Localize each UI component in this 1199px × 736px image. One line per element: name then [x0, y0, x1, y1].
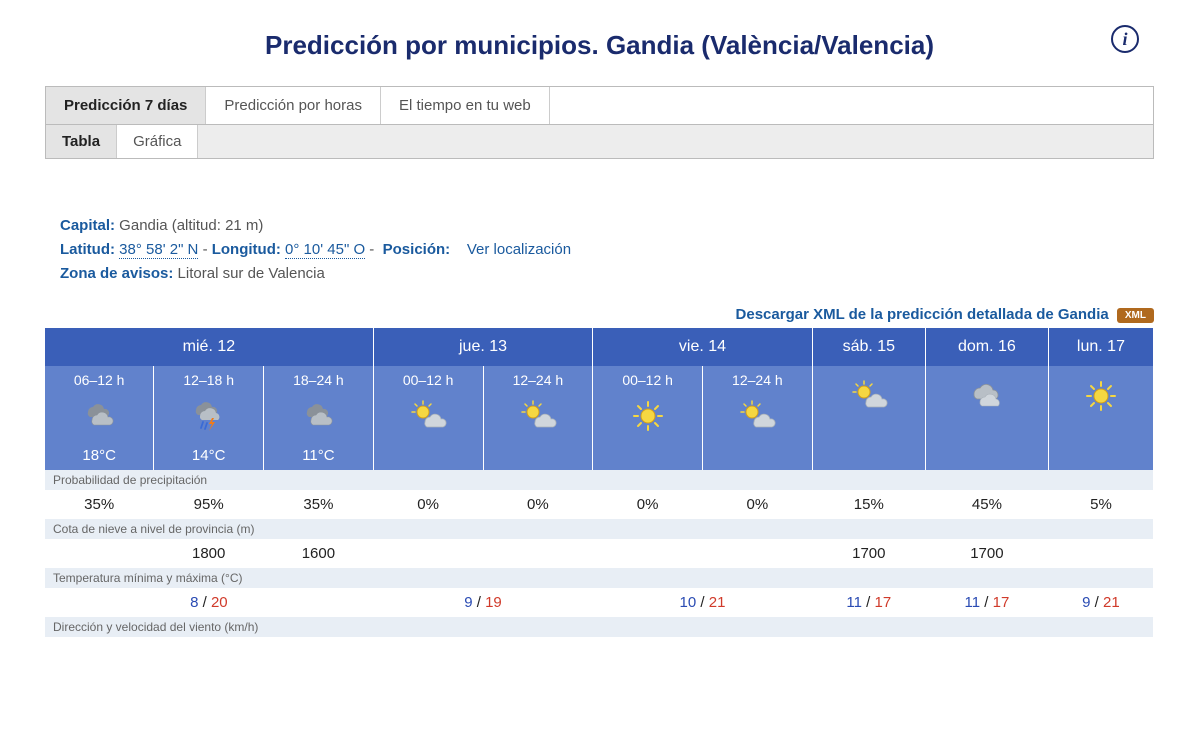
data-cell: 5%	[1048, 490, 1153, 519]
period-label: 12–24 h	[707, 372, 808, 388]
data-cell	[373, 539, 483, 568]
sub-tab[interactable]: Tabla	[46, 125, 117, 158]
sep: -	[203, 241, 212, 258]
data-cell: 0%	[593, 490, 703, 519]
data-cell: 95%	[154, 490, 264, 519]
data-cell	[593, 539, 703, 568]
data-cell	[702, 539, 812, 568]
period-label: 12–24 h	[488, 372, 589, 388]
period-cell: 12–18 h 14°C	[154, 366, 264, 470]
period-cell: 12–24 h	[483, 366, 593, 470]
sep: -	[369, 241, 382, 258]
row-label: Dirección y velocidad del viento (km/h)	[45, 617, 1154, 637]
data-cell: 1700	[812, 539, 925, 568]
main-tab[interactable]: El tiempo en tu web	[381, 87, 550, 124]
data-cell: 35%	[264, 490, 374, 519]
tab-spacer	[550, 87, 1153, 124]
temp-cell: 11 / 17	[812, 588, 925, 617]
sub-tab[interactable]: Gráfica	[117, 125, 198, 158]
data-cell: 0%	[483, 490, 593, 519]
period-label: 00–12 h	[597, 372, 698, 388]
capital-value: Gandia (altitud: 21 m)	[115, 217, 263, 234]
data-cell: 0%	[373, 490, 483, 519]
data-cell: 15%	[812, 490, 925, 519]
zona-label: Zona de avisos:	[60, 265, 173, 282]
pos-label: Posición:	[383, 241, 451, 258]
xml-badge-icon[interactable]: XML	[1117, 308, 1154, 323]
period-label: 00–12 h	[378, 372, 479, 388]
data-cell	[45, 539, 154, 568]
pos-link[interactable]: Ver localización	[467, 241, 571, 258]
period-label: 06–12 h	[49, 372, 149, 388]
weather-icon	[930, 372, 1044, 423]
day-header: sáb. 15	[812, 328, 925, 366]
period-cell: 00–12 h	[373, 366, 483, 470]
lat-value[interactable]: 38° 58' 2" N	[119, 241, 198, 259]
temp-cell: 8 / 20	[45, 588, 373, 617]
day-header: mié. 12	[45, 328, 373, 366]
data-cell: 1600	[264, 539, 374, 568]
weather-icon	[707, 392, 808, 443]
data-cell: 1800	[154, 539, 264, 568]
temp-cell: 9 / 21	[1048, 588, 1153, 617]
main-tabs: Predicción 7 díasPredicción por horasEl …	[45, 86, 1154, 125]
zona-value: Litoral sur de Valencia	[173, 265, 324, 282]
data-cell: 45%	[925, 490, 1048, 519]
main-tab[interactable]: Predicción por horas	[206, 87, 381, 124]
period-cell: 06–12 h 18°C	[45, 366, 154, 470]
weather-icon	[378, 392, 479, 443]
lat-label: Latitud:	[60, 241, 115, 258]
period-temp: 18°C	[49, 447, 149, 464]
period-cell: 00–12 h	[593, 366, 703, 470]
xml-download-link[interactable]: Descargar XML de la predicción detallada…	[736, 306, 1109, 323]
info-icon[interactable]: i	[1111, 25, 1139, 53]
data-cell: 0%	[702, 490, 812, 519]
period-temp: 14°C	[158, 447, 259, 464]
temp-cell: 9 / 19	[373, 588, 592, 617]
temp-cell: 11 / 17	[925, 588, 1048, 617]
weather-icon	[488, 392, 589, 443]
subtab-spacer	[198, 125, 1153, 158]
day-header: jue. 13	[373, 328, 592, 366]
capital-label: Capital:	[60, 217, 115, 234]
data-cell: 35%	[45, 490, 154, 519]
day-header: vie. 14	[593, 328, 812, 366]
day-header: lun. 17	[1048, 328, 1153, 366]
sub-tabs: TablaGráfica	[45, 125, 1154, 159]
weather-icon	[49, 392, 149, 443]
period-cell	[1048, 366, 1153, 470]
row-label: Temperatura mínima y máxima (°C)	[45, 568, 1154, 588]
row-label: Cota de nieve a nivel de provincia (m)	[45, 519, 1154, 539]
weather-icon	[1053, 372, 1149, 423]
period-cell: 18–24 h 11°C	[264, 366, 374, 470]
data-cell: 1700	[925, 539, 1048, 568]
period-cell: 12–24 h	[702, 366, 812, 470]
lon-label: Longitud:	[212, 241, 281, 258]
period-cell	[812, 366, 925, 470]
weather-icon	[817, 372, 921, 423]
period-temp: 11°C	[268, 447, 369, 464]
main-tab[interactable]: Predicción 7 días	[46, 87, 206, 124]
page-title: Predicción por municipios. Gandia (Valèn…	[0, 0, 1199, 86]
temp-cell: 10 / 21	[593, 588, 812, 617]
day-header: dom. 16	[925, 328, 1048, 366]
weather-icon	[597, 392, 698, 443]
weather-icon	[268, 392, 369, 443]
row-label: Probabilidad de precipitación	[45, 470, 1154, 490]
forecast-table: mié. 12jue. 13vie. 14sáb. 15dom. 16lun. …	[45, 328, 1154, 637]
weather-icon	[158, 392, 259, 443]
period-label: 18–24 h	[268, 372, 369, 388]
lon-value[interactable]: 0° 10' 45" O	[285, 241, 365, 259]
data-cell	[483, 539, 593, 568]
data-cell	[1048, 539, 1153, 568]
period-cell	[925, 366, 1048, 470]
location-meta: Capital: Gandia (altitud: 21 m) Latitud:…	[60, 214, 1154, 286]
period-label: 12–18 h	[158, 372, 259, 388]
